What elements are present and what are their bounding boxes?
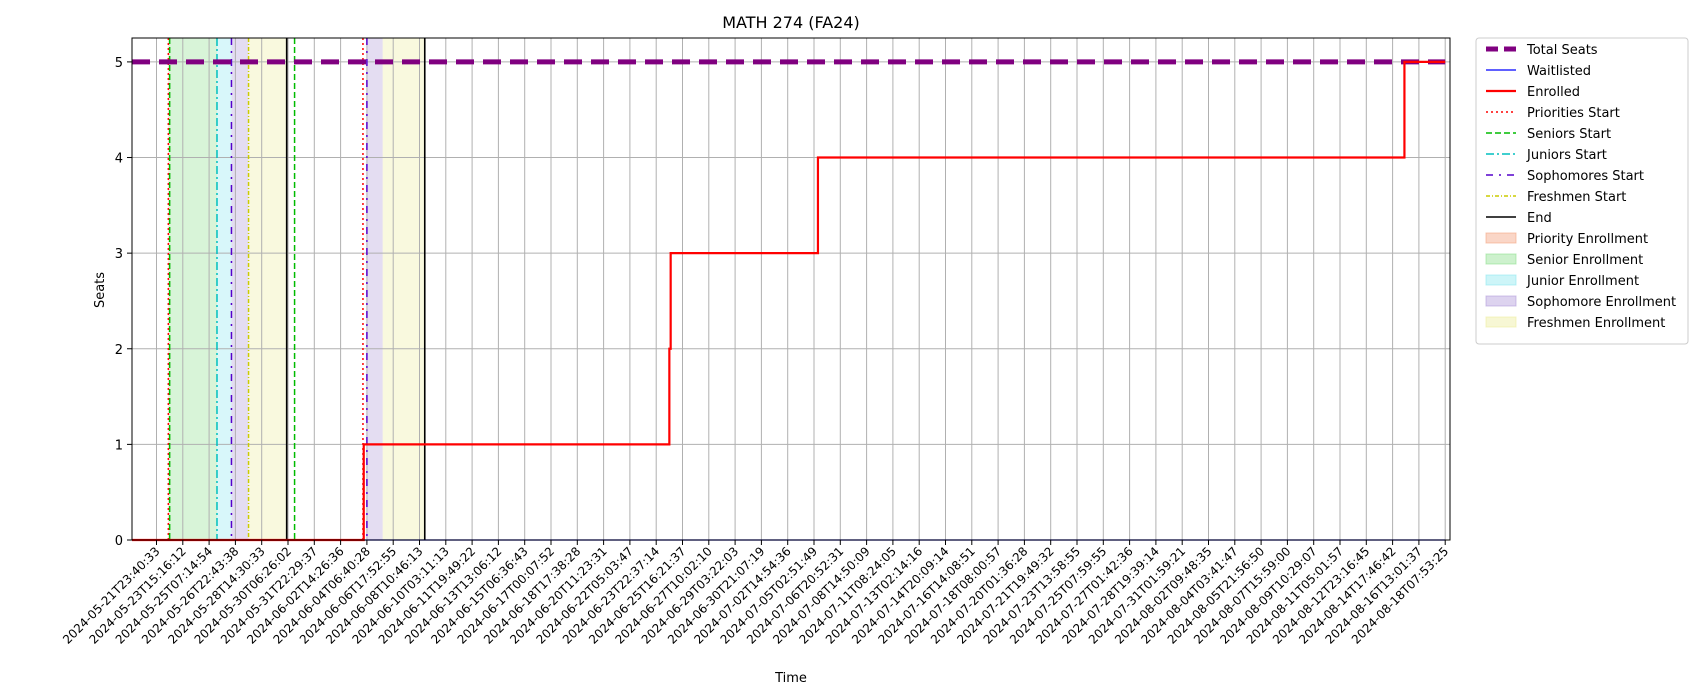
- shaded-region: [169, 38, 217, 540]
- legend-label: Enrolled: [1527, 85, 1580, 100]
- legend-label: End: [1527, 211, 1552, 226]
- legend-box: [1475, 37, 1689, 345]
- legend-label: Juniors Start: [1526, 148, 1607, 163]
- legend-swatch: [1485, 316, 1517, 328]
- shaded-region: [382, 38, 425, 540]
- legend-label: Priority Enrollment: [1527, 232, 1648, 247]
- shaded-region: [366, 38, 383, 540]
- y-tick-label: 4: [115, 152, 123, 167]
- legend: Total Seats Waitlisted Enrolled Priorities …: [1475, 37, 1689, 345]
- legend-swatch: [1485, 232, 1517, 244]
- legend-label: Freshmen Enrollment: [1527, 316, 1665, 331]
- plot-frame: [131, 37, 1451, 541]
- y-axis-label: Seats: [93, 272, 108, 308]
- legend-swatch: [1485, 253, 1517, 265]
- grid-lines: [132, 38, 1450, 541]
- series-line: [132, 60, 1446, 542]
- x-axis-ticks: 2024-05-21T23:40:332024-05-23T15:16:1220…: [60, 540, 1451, 647]
- shaded-region: [231, 38, 249, 540]
- y-axis-ticks: 0 1 2 3 4 5: [115, 56, 132, 549]
- data-series: [132, 59, 1446, 542]
- legend-label: Senior Enrollment: [1527, 253, 1643, 268]
- legend-label: Waitlisted: [1527, 64, 1591, 79]
- y-tick-label: 0: [115, 534, 123, 549]
- y-tick-label: 2: [115, 343, 123, 358]
- legend-label: Freshmen Start: [1527, 190, 1626, 205]
- y-tick-label: 3: [115, 247, 123, 262]
- vertical-markers: [167, 38, 426, 540]
- shaded-region: [216, 38, 232, 540]
- legend-swatch: [1485, 274, 1517, 286]
- legend-label: Total Seats: [1526, 43, 1598, 58]
- legend-label: Seniors Start: [1527, 127, 1611, 142]
- legend-label: Priorities Start: [1527, 106, 1620, 121]
- legend-label: Sophomore Enrollment: [1527, 295, 1676, 310]
- legend-swatch: [1485, 295, 1517, 307]
- legend-label: Sophomores Start: [1527, 169, 1644, 184]
- shaded-regions: [168, 38, 425, 540]
- legend-label: Junior Enrollment: [1526, 274, 1639, 289]
- y-tick-label: 5: [115, 56, 123, 71]
- chart-title: MATH 274 (FA24): [722, 13, 860, 32]
- x-axis-label: Time: [774, 671, 807, 686]
- y-tick-label: 1: [115, 438, 123, 453]
- shaded-region: [248, 38, 287, 540]
